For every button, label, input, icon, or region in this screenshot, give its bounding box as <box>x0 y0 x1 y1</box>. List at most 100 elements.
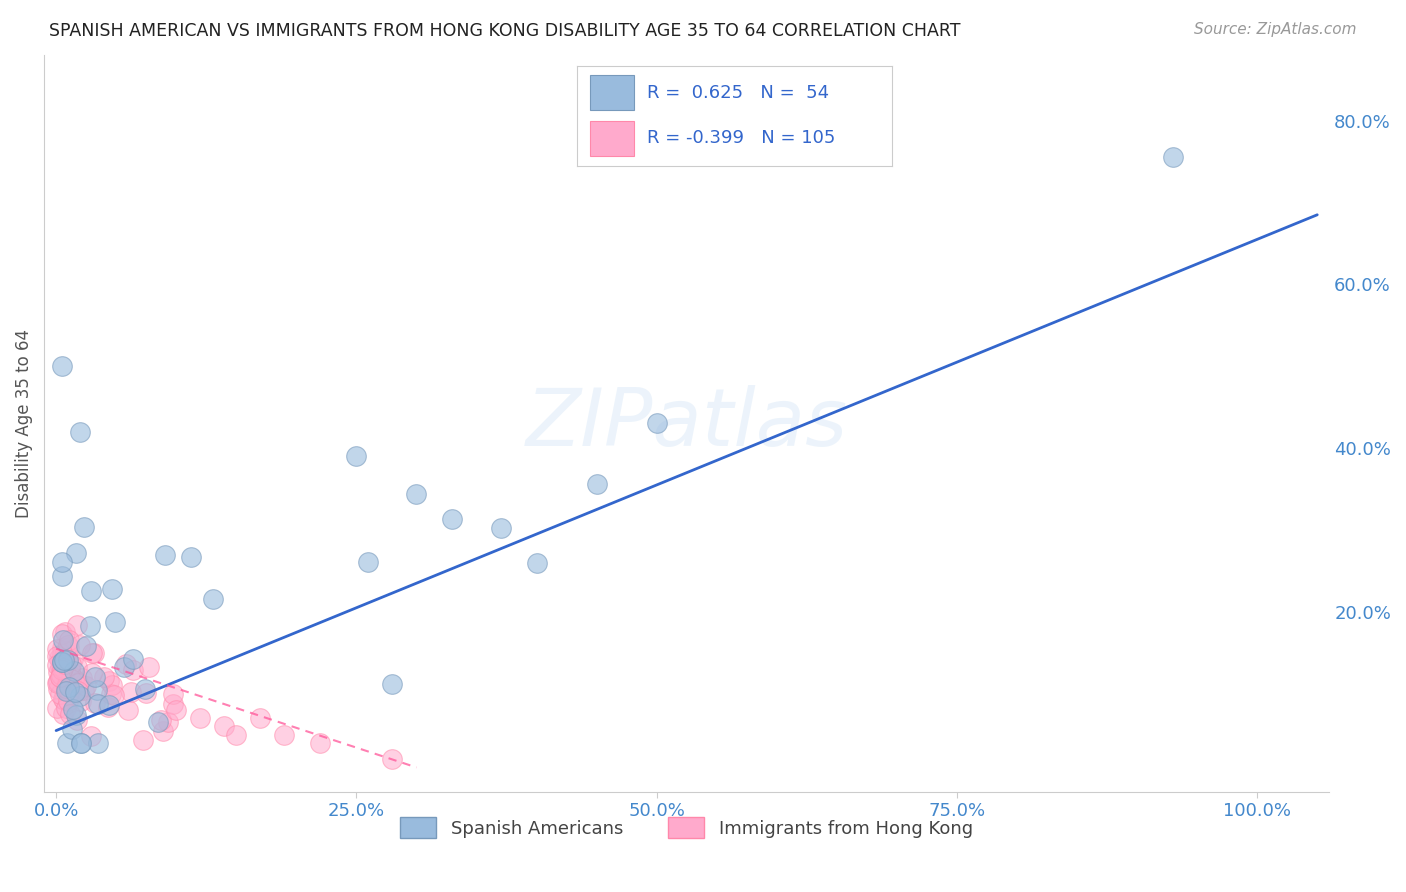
Point <box>87 736 110 750</box>
Point <box>65 545 87 559</box>
Point <box>59 673 82 688</box>
Point <box>585 477 607 491</box>
Point <box>83 697 105 711</box>
Point <box>55 684 77 698</box>
Point <box>53 693 76 707</box>
Point <box>51 664 73 678</box>
Point <box>67 676 90 690</box>
Point <box>48 651 70 665</box>
Point <box>46 675 69 690</box>
Point <box>201 591 224 606</box>
Point <box>357 555 380 569</box>
Point <box>69 638 91 652</box>
Point <box>62 672 84 686</box>
Point <box>53 624 76 639</box>
Point <box>49 654 72 668</box>
Point <box>58 685 80 699</box>
Point <box>58 633 80 648</box>
Point <box>75 679 97 693</box>
Point <box>75 639 97 653</box>
Point <box>180 550 202 565</box>
Point <box>66 713 89 727</box>
Point <box>55 701 77 715</box>
Point <box>344 449 367 463</box>
Point <box>83 646 105 660</box>
Point <box>51 569 73 583</box>
Point <box>59 684 82 698</box>
Point <box>66 675 89 690</box>
Text: Source: ZipAtlas.com: Source: ZipAtlas.com <box>1194 22 1357 37</box>
Point <box>70 736 93 750</box>
Point <box>60 669 83 683</box>
Point <box>51 627 73 641</box>
Point <box>46 665 69 679</box>
Point <box>83 670 105 684</box>
Point <box>148 715 170 730</box>
Point <box>51 655 73 669</box>
Point <box>115 657 138 671</box>
Point <box>53 660 76 674</box>
Point <box>381 752 404 766</box>
Point <box>58 640 80 654</box>
Point <box>1161 151 1184 165</box>
Point <box>80 583 103 598</box>
Point <box>51 661 73 675</box>
Point <box>117 703 139 717</box>
Point <box>120 685 142 699</box>
Point <box>80 665 103 680</box>
Point <box>134 681 156 696</box>
Point <box>67 684 90 698</box>
Point <box>53 643 76 657</box>
Point <box>79 618 101 632</box>
Point <box>60 657 83 671</box>
Point <box>51 555 73 569</box>
Text: SPANISH AMERICAN VS IMMIGRANTS FROM HONG KONG DISABILITY AGE 35 TO 64 CORRELATIO: SPANISH AMERICAN VS IMMIGRANTS FROM HONG… <box>49 22 960 40</box>
Point <box>53 657 76 671</box>
Point <box>58 680 80 694</box>
Point <box>162 697 184 711</box>
Point <box>60 673 83 687</box>
Point <box>46 641 69 656</box>
Point <box>51 359 73 374</box>
Point <box>55 681 77 696</box>
Point <box>55 677 77 691</box>
Point <box>309 736 332 750</box>
Point <box>55 736 77 750</box>
Point <box>149 713 172 727</box>
Point <box>55 649 77 664</box>
Point <box>59 663 82 677</box>
Point <box>58 653 80 667</box>
Point <box>69 694 91 708</box>
Point <box>122 652 145 666</box>
Point <box>60 722 83 736</box>
Point <box>73 520 96 534</box>
Point <box>104 615 127 629</box>
Point <box>46 658 69 673</box>
Point <box>51 655 73 669</box>
Point <box>66 660 89 674</box>
Point <box>165 703 187 717</box>
Point <box>49 659 72 673</box>
Point <box>69 690 91 704</box>
Point <box>69 736 91 750</box>
Point <box>51 655 73 669</box>
Point <box>82 646 104 660</box>
Point <box>62 664 84 678</box>
Point <box>93 670 115 684</box>
Point <box>132 733 155 747</box>
Point <box>52 706 75 721</box>
Point <box>59 706 82 721</box>
Point <box>441 512 464 526</box>
Point <box>51 657 73 671</box>
Point <box>405 486 427 500</box>
Point <box>53 653 76 667</box>
Point <box>52 692 75 706</box>
Point <box>121 663 143 677</box>
Point <box>188 711 211 725</box>
Point <box>70 671 93 685</box>
Text: ZIPatlas: ZIPatlas <box>526 384 848 463</box>
Point <box>73 682 96 697</box>
Y-axis label: Disability Age 35 to 64: Disability Age 35 to 64 <box>15 329 32 518</box>
Point <box>52 654 75 668</box>
Point <box>103 688 125 702</box>
